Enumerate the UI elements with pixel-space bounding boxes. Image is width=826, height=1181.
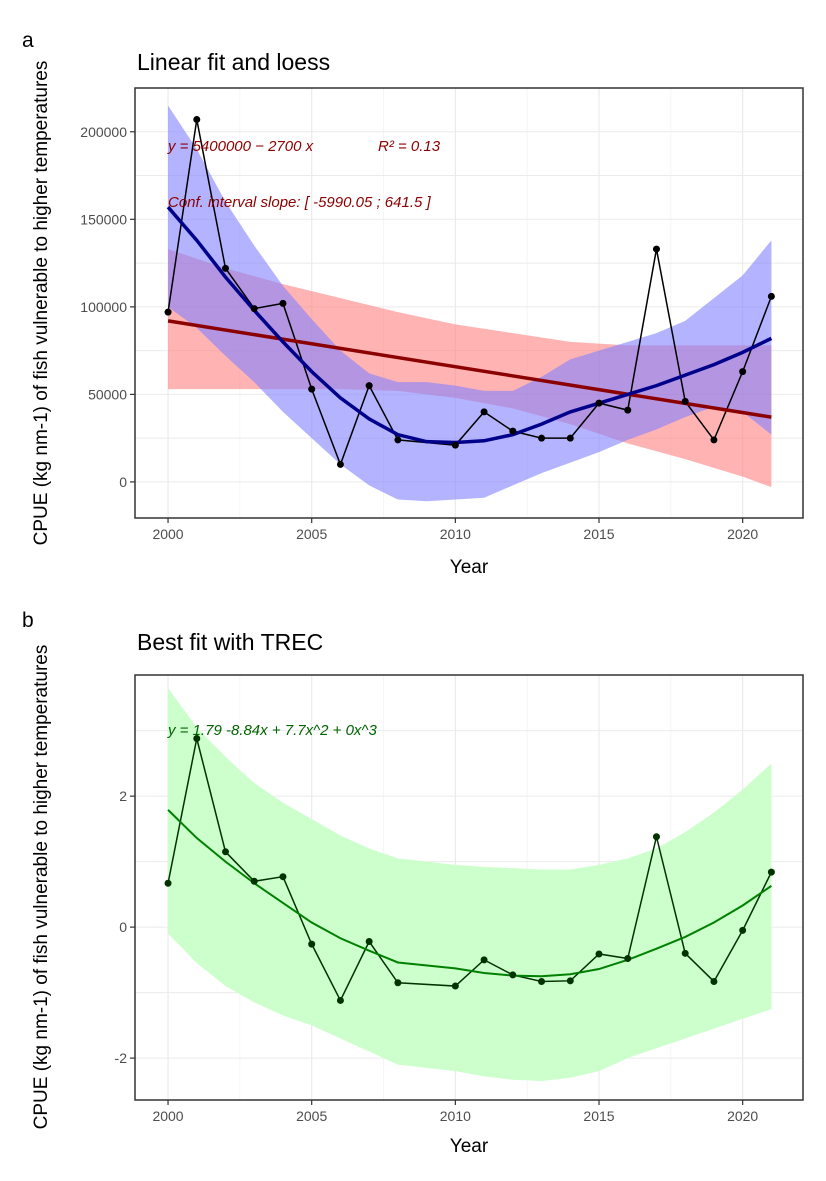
equation-annotation: y = 1.79 -8.84x + 7.7x^2 + 0x^3 [167, 722, 377, 739]
y-tick-label: 200000 [80, 124, 127, 140]
data-point [624, 955, 632, 963]
plot-border [134, 87, 804, 519]
panel-b-ylabel: CPUE (kg nm-1) of fish vulnerable to hig… [31, 645, 52, 1130]
x-tick-label: 2000 [152, 1108, 183, 1124]
data-point [451, 982, 459, 990]
panel-a-title: Linear fit and loess [137, 49, 330, 75]
data-point [193, 735, 201, 743]
data-point [451, 441, 459, 449]
data-point [710, 436, 718, 444]
data-point [739, 926, 747, 934]
x-tick-label: 2005 [296, 1108, 327, 1124]
equation-annotation: y = 5400000 − 2700 x [167, 138, 314, 155]
x-tick-label: 2015 [583, 526, 614, 542]
data-point [308, 385, 316, 393]
y-tick-label: 150000 [80, 211, 127, 227]
data-point [538, 434, 546, 442]
data-point [566, 434, 574, 442]
data-point [279, 873, 287, 881]
data-point [193, 116, 201, 124]
data-point [279, 299, 287, 307]
data-point [336, 460, 344, 468]
x-tick-label: 2005 [296, 526, 327, 542]
y-tick-label: 0 [119, 919, 127, 935]
conf-interval-annotation: Conf. interval slope: [ -5990.05 ; 641.5… [168, 194, 431, 211]
trec-fit-line [167, 809, 772, 978]
data-point [164, 879, 172, 887]
data-point [365, 938, 373, 946]
panel-b-title: Best fit with TREC [137, 629, 323, 655]
data-point [652, 833, 660, 841]
data-point [394, 979, 402, 987]
data-point [509, 427, 517, 435]
x-tick-label: 2010 [440, 526, 471, 542]
panel-tag-a: a [22, 29, 34, 52]
data-point [250, 305, 258, 313]
r-squared-annotation: R² = 0.13 [378, 138, 441, 155]
y-tick-label: -2 [115, 1050, 128, 1066]
data-point [222, 264, 230, 272]
data-point [538, 977, 546, 985]
data-point [308, 940, 316, 948]
data-point [509, 971, 517, 979]
y-tick-label: 2 [119, 788, 127, 804]
data-point [164, 308, 172, 316]
data-point [336, 996, 344, 1004]
data-point [480, 408, 488, 416]
data-point [222, 848, 230, 856]
x-tick-label: 2010 [440, 1108, 471, 1124]
x-tick-label: 2000 [152, 526, 183, 542]
data-point [739, 368, 747, 376]
data-point [624, 406, 632, 414]
data-point [480, 956, 488, 964]
data-point [595, 399, 603, 407]
loess-fit-line [166, 205, 773, 445]
panel-b-xlabel: Year [450, 1136, 489, 1157]
panel-a-ylabel: CPUE (kg nm-1) of fish vulnerable to hig… [31, 61, 52, 546]
data-point [681, 949, 689, 957]
data-point [595, 950, 603, 958]
panel-a-xlabel: Year [450, 557, 489, 578]
fit-ci-band [168, 688, 772, 1082]
data-point [394, 436, 402, 444]
y-tick-label: 100000 [80, 299, 127, 315]
x-tick-label: 2020 [727, 1108, 758, 1124]
x-tick-label: 2020 [727, 526, 758, 542]
loess-ci-band [168, 105, 772, 502]
panel-b-plot: y = 1.79 -8.84x + 7.7x^2 + 0x^3 2000 2005 2… [115, 674, 804, 1124]
data-point [365, 382, 373, 390]
panel-a-plot: y = 5400000 − 2700 x R² = 0.13 Conf. inter… [80, 87, 804, 542]
data-point [652, 245, 660, 253]
data-point [566, 977, 574, 985]
y-tick-label: 50000 [88, 386, 127, 402]
data-point [767, 868, 775, 876]
x-tick-label: 2015 [583, 1108, 614, 1124]
data-point [767, 292, 775, 300]
panel-tag-b: b [22, 609, 34, 632]
plot-border [134, 674, 804, 1101]
data-point [710, 977, 718, 985]
y-tick-label: 0 [119, 474, 127, 490]
linear-fit-line [167, 319, 772, 419]
data-point [681, 397, 689, 405]
data-point [250, 877, 258, 885]
